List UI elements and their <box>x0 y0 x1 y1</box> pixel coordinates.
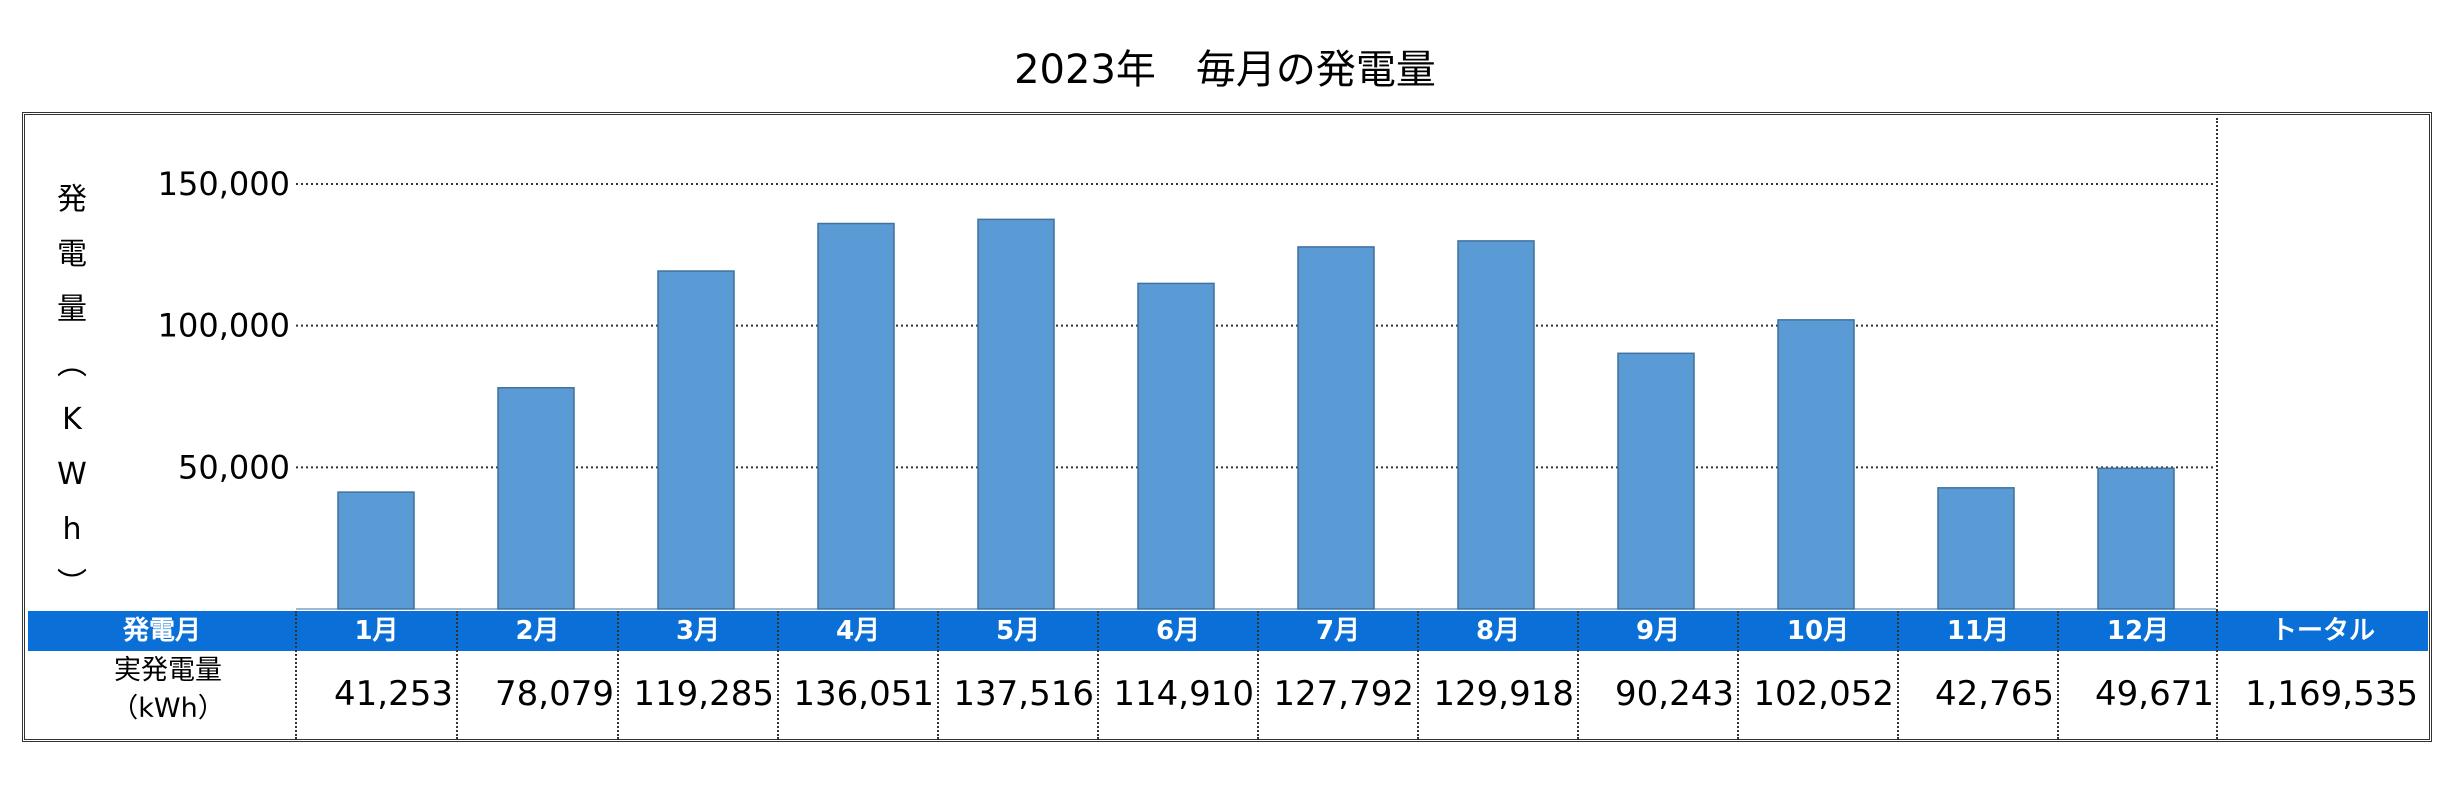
header-month: 5月 <box>995 616 1041 646</box>
value-cell: 49,671 <box>2095 674 2214 714</box>
y-tick-label: 100,000 <box>158 307 290 345</box>
bar-3 <box>657 270 735 610</box>
table-divider <box>456 611 458 739</box>
table-divider <box>2057 611 2059 739</box>
header-month-label: 発電月 <box>122 616 201 646</box>
header-month: 6月 <box>1155 616 1201 646</box>
y-axis-label: 発 電 量 ︵ K W h ︶ <box>50 172 94 612</box>
table-divider <box>1737 611 1739 739</box>
value-cell: 119,285 <box>633 674 774 714</box>
table-divider <box>2216 611 2218 739</box>
header-month: 8月 <box>1475 616 1521 646</box>
table-divider <box>1097 611 1099 739</box>
table-divider <box>1577 611 1579 739</box>
value-cell: 137,516 <box>953 674 1094 714</box>
bar-2 <box>497 387 575 610</box>
y-axis-label-char: h <box>62 512 82 547</box>
bar-10 <box>1777 319 1855 610</box>
bar-1 <box>337 491 415 610</box>
value-cell: 78,079 <box>495 674 614 714</box>
row-label-title: 実発電量 <box>114 655 222 686</box>
value-cell: 90,243 <box>1615 674 1734 714</box>
y-axis-label-char: ︵ <box>57 347 87 382</box>
bar-12 <box>2097 467 2175 610</box>
table-divider <box>295 611 297 739</box>
chart-frame <box>22 112 2432 742</box>
y-tick-label: 50,000 <box>178 448 290 486</box>
header-total-label: トータル <box>2270 616 2375 646</box>
y-axis-label-char: W <box>57 457 87 492</box>
y-axis-label-char: 量 <box>57 292 87 327</box>
header-month: 2月 <box>515 616 560 646</box>
y-axis-label-char: 電 <box>57 237 87 272</box>
value-cell: 127,792 <box>1273 674 1414 714</box>
bar-8 <box>1457 240 1535 610</box>
bar-7 <box>1297 246 1375 610</box>
chart-title: 2023年 毎月の発電量 <box>1014 47 1436 93</box>
header-band <box>28 611 2428 651</box>
header-month: 7月 <box>1315 616 1361 646</box>
bar-5 <box>977 218 1055 610</box>
bar-11 <box>1937 487 2015 610</box>
value-cell: 136,051 <box>793 674 934 714</box>
header-month: 11月 <box>1946 616 2010 646</box>
header-month: 4月 <box>835 616 881 646</box>
value-cell: 41,253 <box>334 674 453 714</box>
plot-right-divider <box>2216 118 2218 611</box>
row-label: 実発電量 （kWh） <box>40 652 296 736</box>
table-divider <box>1257 611 1259 739</box>
y-axis-label-char: 発 <box>57 182 87 217</box>
bar-6 <box>1137 282 1215 610</box>
value-cell: 42,765 <box>1935 674 2054 714</box>
row-label-unit: （kWh） <box>111 693 225 724</box>
table-divider <box>1417 611 1419 739</box>
table-divider <box>777 611 779 739</box>
header-month: 9月 <box>1635 616 1681 646</box>
table-divider <box>617 611 619 739</box>
total-value-cell: 1,169,535 <box>2244 674 2418 714</box>
header-month: 1月 <box>354 616 399 646</box>
y-tick-label: 150,000 <box>158 165 290 203</box>
header-month: 10月 <box>1786 616 1850 646</box>
table-divider <box>1897 611 1899 739</box>
value-cell: 114,910 <box>1113 674 1254 714</box>
y-axis-label-char: ︶ <box>57 567 87 602</box>
header-month: 3月 <box>675 616 721 646</box>
value-cell: 129,918 <box>1433 674 1574 714</box>
value-cell: 102,052 <box>1753 674 1894 714</box>
header-month: 12月 <box>2106 616 2170 646</box>
bar-9 <box>1617 352 1695 610</box>
table-divider <box>937 611 939 739</box>
y-axis-label-char: K <box>62 402 82 437</box>
bar-4 <box>817 222 895 610</box>
